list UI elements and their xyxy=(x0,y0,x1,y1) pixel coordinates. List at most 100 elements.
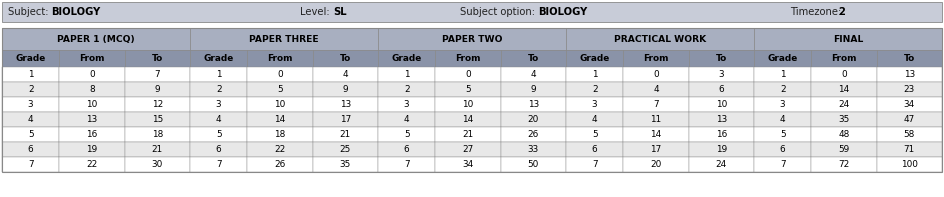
Bar xyxy=(2,2,942,22)
Text: 13: 13 xyxy=(340,100,351,109)
Text: 35: 35 xyxy=(838,115,850,124)
Text: 48: 48 xyxy=(838,130,850,139)
Text: BIOLOGY: BIOLOGY xyxy=(51,7,100,17)
Bar xyxy=(190,142,247,157)
Bar xyxy=(312,142,378,157)
Text: 16: 16 xyxy=(716,130,727,139)
Bar xyxy=(689,50,754,67)
Text: 7: 7 xyxy=(28,160,33,169)
Bar xyxy=(811,50,877,67)
Bar xyxy=(247,97,312,112)
Text: 26: 26 xyxy=(528,130,539,139)
Bar xyxy=(566,50,623,67)
Text: 3: 3 xyxy=(718,70,724,79)
Text: 0: 0 xyxy=(653,70,659,79)
Text: 2: 2 xyxy=(216,85,222,94)
Text: 13: 13 xyxy=(903,70,915,79)
Text: 10: 10 xyxy=(87,100,97,109)
Text: 4: 4 xyxy=(780,115,785,124)
Bar xyxy=(378,67,435,82)
Text: 11: 11 xyxy=(650,115,662,124)
Text: 71: 71 xyxy=(903,145,915,154)
Bar xyxy=(2,127,59,142)
Text: SL: SL xyxy=(333,7,346,17)
Text: 1: 1 xyxy=(28,70,33,79)
Text: 6: 6 xyxy=(592,145,598,154)
Bar xyxy=(623,127,689,142)
Bar xyxy=(247,157,312,172)
Bar xyxy=(623,157,689,172)
Text: 2: 2 xyxy=(780,85,785,94)
Bar xyxy=(312,157,378,172)
Bar xyxy=(500,50,566,67)
Bar xyxy=(623,112,689,127)
Bar xyxy=(623,142,689,157)
Bar xyxy=(2,112,59,127)
Bar xyxy=(435,97,500,112)
Bar xyxy=(689,67,754,82)
Bar xyxy=(877,142,942,157)
Bar xyxy=(754,142,811,157)
Text: 1: 1 xyxy=(216,70,222,79)
Text: 3: 3 xyxy=(28,100,33,109)
Bar xyxy=(435,127,500,142)
Bar xyxy=(754,67,811,82)
Text: 2: 2 xyxy=(28,85,33,94)
Text: 7: 7 xyxy=(592,160,598,169)
Bar xyxy=(689,157,754,172)
Text: 59: 59 xyxy=(838,145,850,154)
Bar xyxy=(754,50,811,67)
Text: 16: 16 xyxy=(87,130,97,139)
Bar xyxy=(190,97,247,112)
Text: 24: 24 xyxy=(716,160,727,169)
Bar xyxy=(754,157,811,172)
Bar xyxy=(500,67,566,82)
Bar xyxy=(190,82,247,97)
Bar xyxy=(312,50,378,67)
Text: 6: 6 xyxy=(780,145,785,154)
Text: 9: 9 xyxy=(155,85,160,94)
Text: 4: 4 xyxy=(404,115,410,124)
Text: 5: 5 xyxy=(278,85,283,94)
Text: From: From xyxy=(79,54,105,63)
Bar xyxy=(378,50,435,67)
Bar xyxy=(754,112,811,127)
Text: 26: 26 xyxy=(275,160,286,169)
Bar xyxy=(125,82,190,97)
Text: 9: 9 xyxy=(343,85,348,94)
Text: 5: 5 xyxy=(780,130,785,139)
Bar xyxy=(754,97,811,112)
Bar xyxy=(623,82,689,97)
Text: 7: 7 xyxy=(155,70,160,79)
Text: 1: 1 xyxy=(780,70,785,79)
Bar xyxy=(566,97,623,112)
Bar xyxy=(59,127,125,142)
Text: 3: 3 xyxy=(592,100,598,109)
Text: 20: 20 xyxy=(650,160,662,169)
Bar xyxy=(811,82,877,97)
Bar xyxy=(190,67,247,82)
Bar xyxy=(125,67,190,82)
Bar xyxy=(190,157,247,172)
Text: 13: 13 xyxy=(87,115,97,124)
Bar xyxy=(566,82,623,97)
Text: 14: 14 xyxy=(275,115,286,124)
Text: 4: 4 xyxy=(653,85,659,94)
Bar xyxy=(811,127,877,142)
Text: 30: 30 xyxy=(152,160,163,169)
Bar xyxy=(566,28,754,50)
Bar xyxy=(566,157,623,172)
Text: Level:: Level: xyxy=(300,7,332,17)
Text: 9: 9 xyxy=(531,85,536,94)
Text: PRACTICAL WORK: PRACTICAL WORK xyxy=(614,34,706,44)
Bar xyxy=(312,82,378,97)
Text: To: To xyxy=(152,54,163,63)
Bar xyxy=(754,28,942,50)
Bar xyxy=(566,142,623,157)
Bar xyxy=(190,28,378,50)
Text: 21: 21 xyxy=(340,130,351,139)
Bar xyxy=(378,97,435,112)
Text: 7: 7 xyxy=(780,160,785,169)
Bar xyxy=(689,127,754,142)
Bar xyxy=(689,97,754,112)
